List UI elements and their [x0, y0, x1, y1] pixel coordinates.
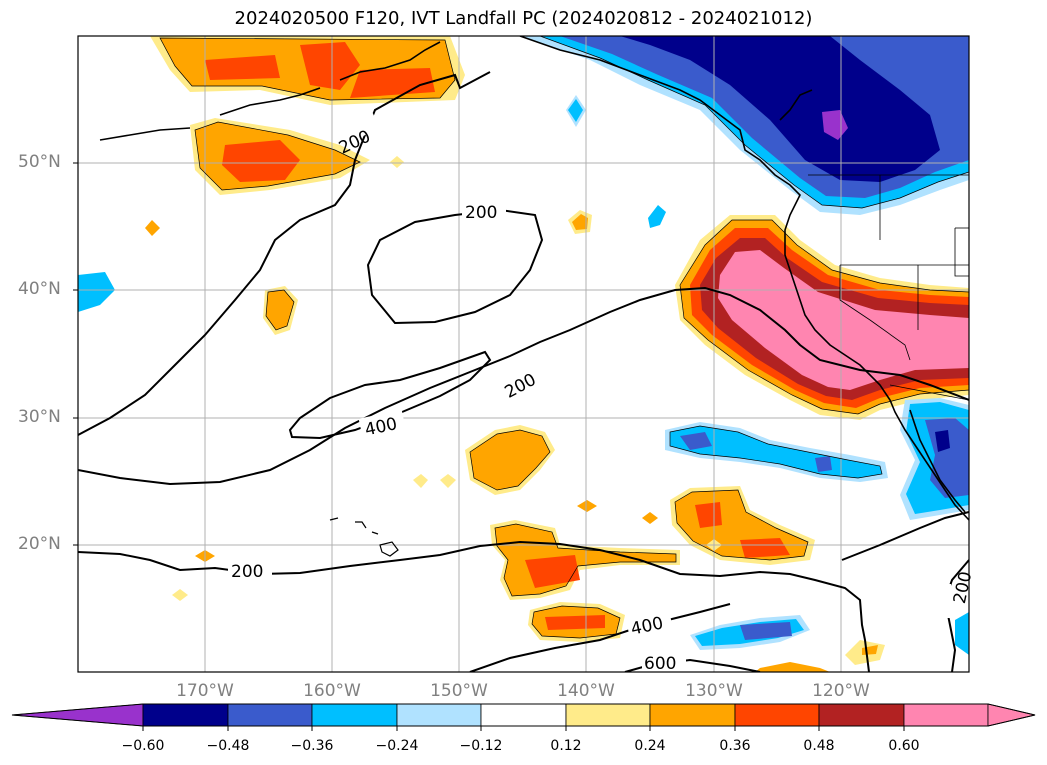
lon-label-120w: 120°W — [812, 681, 870, 701]
lat-label-50n: 50°N — [18, 152, 61, 172]
lat-label-20n: 20°N — [18, 534, 61, 554]
anomaly-northwest-negative — [520, 36, 969, 215]
ivt-contours — [78, 71, 969, 672]
contour-label: 600 — [644, 654, 676, 674]
axis-ticks — [73, 162, 78, 546]
thin-contour-outlines — [159, 36, 969, 639]
lat-label-40n: 40°N — [18, 279, 61, 299]
political-boundaries — [808, 174, 969, 401]
colorbar-label: −0.24 — [375, 738, 419, 754]
contour-labels: 200 200 200 200 400 400 600 200 — [231, 127, 976, 674]
colorbar — [11, 703, 1036, 727]
colorbar-label: −0.12 — [459, 738, 503, 754]
graticule — [78, 36, 969, 672]
anomaly-subtropical — [145, 156, 885, 672]
contour-label: 200 — [231, 562, 263, 582]
lon-label-140w: 140°W — [557, 681, 615, 701]
lon-label-150w: 150°W — [430, 681, 488, 701]
colorbar-label: −0.60 — [121, 738, 165, 754]
lon-label-170w: 170°W — [176, 681, 234, 701]
lat-label-30n: 30°N — [18, 407, 61, 427]
colorbar-label: 0.24 — [634, 738, 666, 754]
colorbar-label: 0.48 — [803, 738, 835, 754]
plot-frame — [77, 35, 970, 673]
contour-label: 200 — [465, 203, 497, 223]
anomaly-atmospheric-river — [675, 215, 969, 420]
colorbar-label: −0.36 — [290, 738, 334, 754]
contour-label-masks — [228, 111, 951, 671]
map-title: 2024020500 F120, IVT Landfall PC (202402… — [234, 8, 813, 29]
anomaly-southern-negative — [78, 95, 969, 655]
coastline — [99, 36, 969, 521]
colorbar-label: 0.36 — [719, 738, 751, 754]
colorbar-ticks — [142, 726, 905, 731]
colorbar-label: −0.48 — [206, 738, 250, 754]
islands — [329, 517, 399, 557]
lon-label-160w: 160°W — [303, 681, 361, 701]
lon-label-130w: 130°W — [685, 681, 743, 701]
colorbar-label: 0.60 — [888, 738, 920, 754]
colorbar-label: 0.12 — [550, 738, 582, 754]
